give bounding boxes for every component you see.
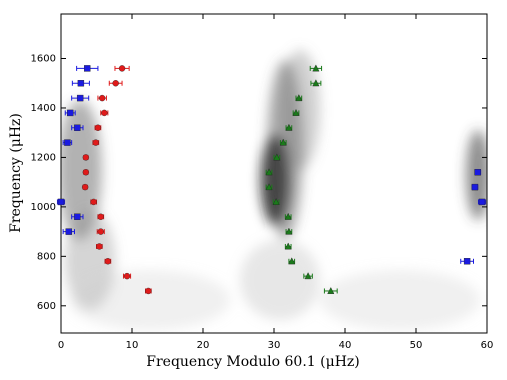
point — [90, 198, 97, 206]
power-background — [61, 50, 487, 330]
point — [74, 124, 81, 131]
point — [57, 198, 65, 206]
point — [77, 80, 85, 87]
point — [64, 139, 71, 146]
point — [284, 212, 292, 220]
y-tick-label: 1400 — [31, 103, 56, 114]
point — [92, 139, 99, 146]
point — [471, 183, 479, 191]
point — [295, 94, 303, 102]
point — [112, 80, 119, 87]
point — [272, 197, 280, 205]
point — [74, 213, 81, 220]
y-tick-label: 600 — [37, 301, 56, 312]
point — [265, 168, 273, 176]
point — [101, 109, 108, 117]
point — [304, 272, 312, 280]
x-tick-label: 10 — [126, 340, 139, 351]
point — [96, 243, 103, 250]
point — [284, 242, 292, 250]
point — [81, 183, 89, 191]
point — [94, 124, 102, 131]
y-tick-label: 1600 — [31, 54, 56, 65]
point — [123, 272, 131, 280]
x-tick-label: 20 — [197, 340, 210, 351]
point — [292, 108, 300, 116]
point — [65, 228, 73, 235]
point — [312, 79, 320, 87]
x-tick-label: 50 — [410, 340, 423, 351]
point — [288, 257, 296, 265]
point — [265, 183, 273, 191]
point — [474, 169, 481, 176]
point — [67, 109, 74, 117]
point — [97, 213, 104, 220]
point — [82, 154, 90, 161]
point — [285, 227, 293, 235]
x-tick-label: 40 — [339, 340, 352, 351]
y-tick-label: 800 — [37, 251, 56, 262]
point — [273, 153, 281, 161]
y-tick-label: 1200 — [31, 152, 56, 163]
point — [84, 65, 91, 72]
y-tick-label: 1000 — [31, 202, 56, 213]
point — [82, 169, 90, 176]
point — [104, 258, 112, 265]
point — [478, 198, 486, 206]
point — [279, 138, 287, 146]
point — [327, 287, 335, 294]
point — [145, 287, 152, 295]
point — [97, 228, 104, 235]
x-axis-label: Frequency Modulo 60.1 (μHz) — [146, 354, 360, 370]
x-tick-label: 60 — [481, 340, 494, 351]
point — [98, 94, 106, 102]
point — [312, 64, 320, 72]
y-axis-label: Frequency (μHz) — [8, 113, 24, 233]
point — [463, 258, 471, 265]
x-tick-label: 30 — [268, 340, 281, 351]
x-tick-label: 0 — [58, 340, 64, 351]
point — [285, 123, 293, 131]
point — [76, 94, 84, 102]
point — [118, 65, 126, 72]
